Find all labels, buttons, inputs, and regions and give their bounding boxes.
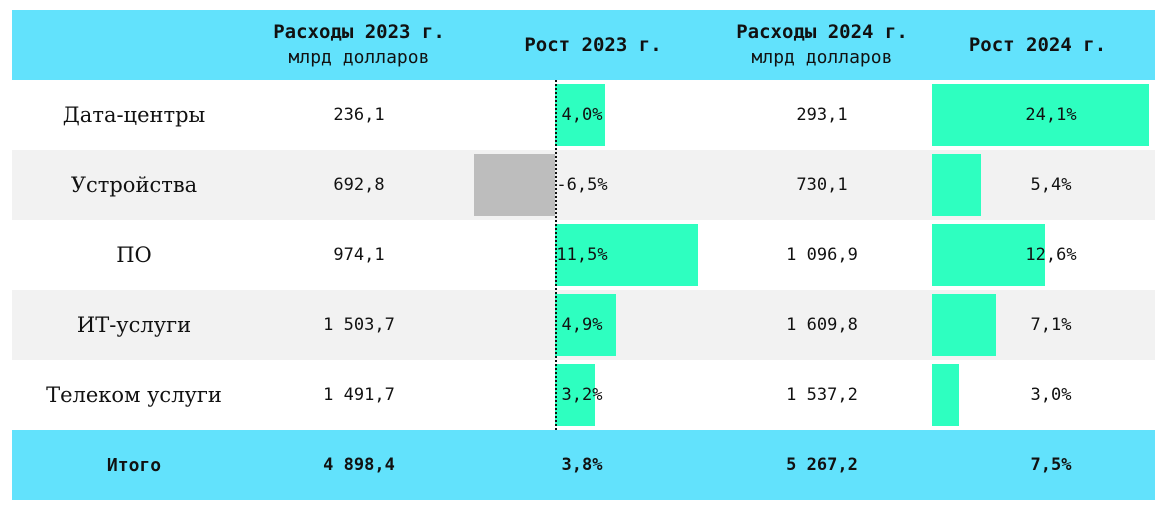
header-growth-2023-title: Рост 2023 г. [524,34,662,56]
growth-2024-bar [932,364,959,426]
table-row: Телеком услуги 1 491,7 3,2% 1 537,2 3,0% [12,360,1155,430]
header-spend-2023-title: Расходы 2023 г. [273,21,445,43]
row-spend-2024: 293,1 [796,105,848,125]
total-row: Итого 4 898,4 3,8% 5 267,2 7,5% [12,430,1155,500]
table-row: Устройства 692,8 -6,5% 730,1 5,4% [12,150,1155,220]
table-header: Расходы 2023 г. млрд долларов Рост 2023 … [12,10,1155,80]
row-spend-2023: 692,8 [333,175,385,195]
total-growth-2023: 3,8% [561,455,603,475]
header-growth-2024-title: Рост 2024 г. [968,34,1107,56]
header-spend-2024: Расходы 2024 г. млрд долларов [724,10,920,80]
total-label: Итого [106,454,162,476]
row-category: ИТ-услуги [76,313,192,337]
row-spend-2024: 1 096,9 [786,245,858,265]
growth-2024-bar [932,154,981,216]
row-spend-2024: 730,1 [796,175,848,195]
growth-2023-bar [474,154,555,216]
table-row: Дата-центры 236,1 4,0% 293,1 24,1% [12,80,1155,150]
header-growth-2024: Рост 2024 г. [920,10,1155,80]
row-category: Дата-центры [62,103,206,127]
row-growth-2024: 7,1% [1030,315,1072,335]
row-growth-2024: 24,1% [1025,105,1077,125]
header-spend-2023: Расходы 2023 г. млрд долларов [256,10,462,80]
row-growth-2023: 11,5% [556,245,608,265]
spending-table: Расходы 2023 г. млрд долларов Рост 2023 … [12,10,1155,500]
row-category: Телеком услуги [46,383,222,407]
row-growth-2024: 12,6% [1025,245,1077,265]
row-spend-2023: 1 503,7 [323,315,395,335]
row-growth-2023: 4,0% [561,105,603,125]
header-spend-2024-unit: млрд долларов [751,47,893,68]
growth-2024-bar [932,294,996,356]
growth-2023-zero-axis [555,80,557,430]
row-growth-2023: -6,5% [556,175,608,195]
row-growth-2023: 3,2% [561,385,603,405]
row-spend-2024: 1 537,2 [786,385,858,405]
row-spend-2023: 1 491,7 [323,385,395,405]
growth-2023-bar [555,224,698,286]
table-row: ПО 974,1 11,5% 1 096,9 12,6% [12,220,1155,290]
growth-2023-bar [555,294,616,356]
header-spend-2023-unit: млрд долларов [288,47,430,68]
table-row: ИТ-услуги 1 503,7 4,9% 1 609,8 7,1% [12,290,1155,360]
row-category: Устройства [70,173,198,197]
row-category: ПО [116,243,152,267]
growth-2023-bar [555,84,605,146]
growth-2023-bar [555,364,595,426]
header-spend-2024-title: Расходы 2024 г. [736,21,908,43]
growth-2024-bar [932,224,1046,286]
row-growth-2024: 5,4% [1030,175,1072,195]
row-spend-2023: 236,1 [333,105,385,125]
total-spend-2023: 4 898,4 [323,455,395,475]
row-growth-2024: 3,0% [1030,385,1072,405]
total-spend-2024: 5 267,2 [786,455,858,475]
row-spend-2024: 1 609,8 [786,315,858,335]
total-growth-2024: 7,5% [1030,455,1072,475]
growth-2024-bar [932,84,1149,146]
row-growth-2023: 4,9% [561,315,603,335]
header-growth-2023: Рост 2023 г. [462,10,724,80]
row-spend-2023: 974,1 [333,245,385,265]
